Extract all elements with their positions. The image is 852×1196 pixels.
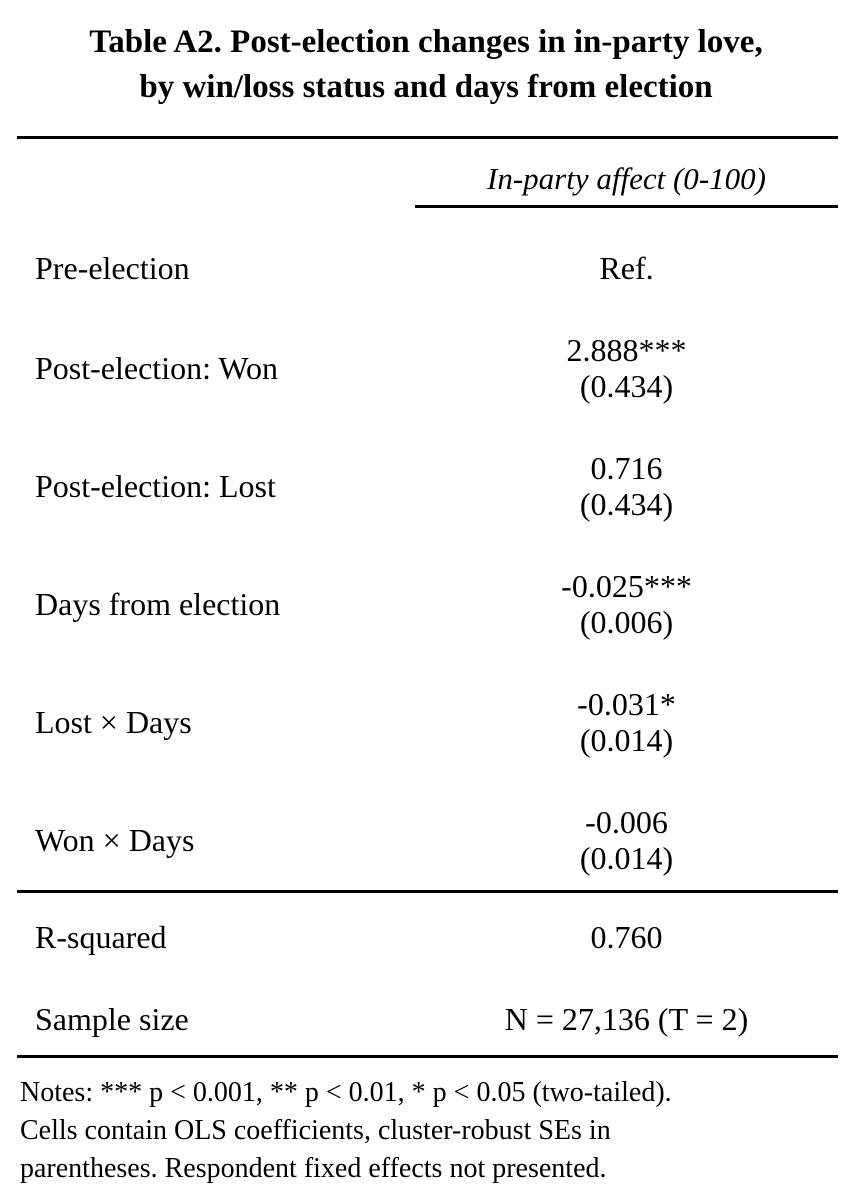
row-label: Pre-election xyxy=(35,250,190,286)
row-value: 2.888*** (0.434) xyxy=(415,332,838,404)
table-notes: Notes: *** p < 0.001, ** p < 0.01, * p <… xyxy=(20,1074,838,1188)
coefficient: 0.716 xyxy=(590,450,663,486)
row-value: -0.025*** (0.006) xyxy=(415,568,838,640)
dependent-variable-header: In-party affect (0-100) xyxy=(415,139,838,208)
standard-error: (0.434) xyxy=(579,368,674,404)
coefficient: -0.031* xyxy=(577,686,676,722)
column-header-row: In-party affect (0-100) xyxy=(17,139,838,208)
stat-label: R-squared xyxy=(35,919,167,955)
coefficient: -0.006 xyxy=(585,804,668,840)
table-row-won-x-days: Won × Days -0.006 (0.014) xyxy=(17,804,838,876)
row-value: 0.716 (0.434) xyxy=(415,450,838,522)
notes-line1: Notes: *** p < 0.001, ** p < 0.01, * p <… xyxy=(20,1077,672,1108)
table-row-post-election-lost: Post-election: Lost 0.716 (0.434) xyxy=(17,450,838,522)
row-label: Won × Days xyxy=(35,822,195,858)
standard-error: (0.014) xyxy=(579,840,674,876)
table-row-lost-x-days: Lost × Days -0.031* (0.014) xyxy=(17,686,838,758)
standard-error: (0.014) xyxy=(579,722,674,758)
stat-label: Sample size xyxy=(35,1001,189,1037)
table-row-post-election-won: Post-election: Won 2.888*** (0.434) xyxy=(17,332,838,404)
row-label: Post-election: Won xyxy=(35,350,279,386)
notes-line3: parentheses. Respondent fixed effects no… xyxy=(20,1153,607,1184)
row-value: -0.031* (0.014) xyxy=(415,686,838,758)
stat-value: N = 27,136 (T = 2) xyxy=(504,1001,749,1037)
coefficient: Ref. xyxy=(599,250,654,286)
table-title-line2: by win/loss status and days from electio… xyxy=(139,69,713,105)
coefficient: -0.025*** xyxy=(561,568,692,604)
standard-error: (0.006) xyxy=(579,604,674,640)
row-value: Ref. xyxy=(415,250,838,286)
stat-value: 0.760 xyxy=(590,919,663,955)
table-row-sample-size: Sample size N = 27,136 (T = 2) xyxy=(17,1001,838,1037)
table-title: Table A2. Post-election changes in in-pa… xyxy=(0,20,852,110)
row-label: Post-election: Lost xyxy=(35,468,276,504)
table-row-pre-election: Pre-election Ref. xyxy=(17,250,838,286)
table-row-days-from-election: Days from election -0.025*** (0.006) xyxy=(17,568,838,640)
row-label: Days from election xyxy=(35,586,281,622)
row-label: Lost × Days xyxy=(35,704,192,740)
bottom-rule xyxy=(17,1055,838,1058)
row-value: -0.006 (0.014) xyxy=(415,804,838,876)
table-row-r-squared: R-squared 0.760 xyxy=(17,919,838,955)
standard-error: (0.434) xyxy=(579,486,674,522)
top-rule xyxy=(17,136,838,139)
coefficient: 2.888*** xyxy=(566,332,687,368)
table-title-line1: Table A2. Post-election changes in in-pa… xyxy=(89,24,763,60)
notes-line2: Cells contain OLS coefficients, cluster-… xyxy=(20,1115,611,1146)
mid-rule xyxy=(17,890,838,893)
